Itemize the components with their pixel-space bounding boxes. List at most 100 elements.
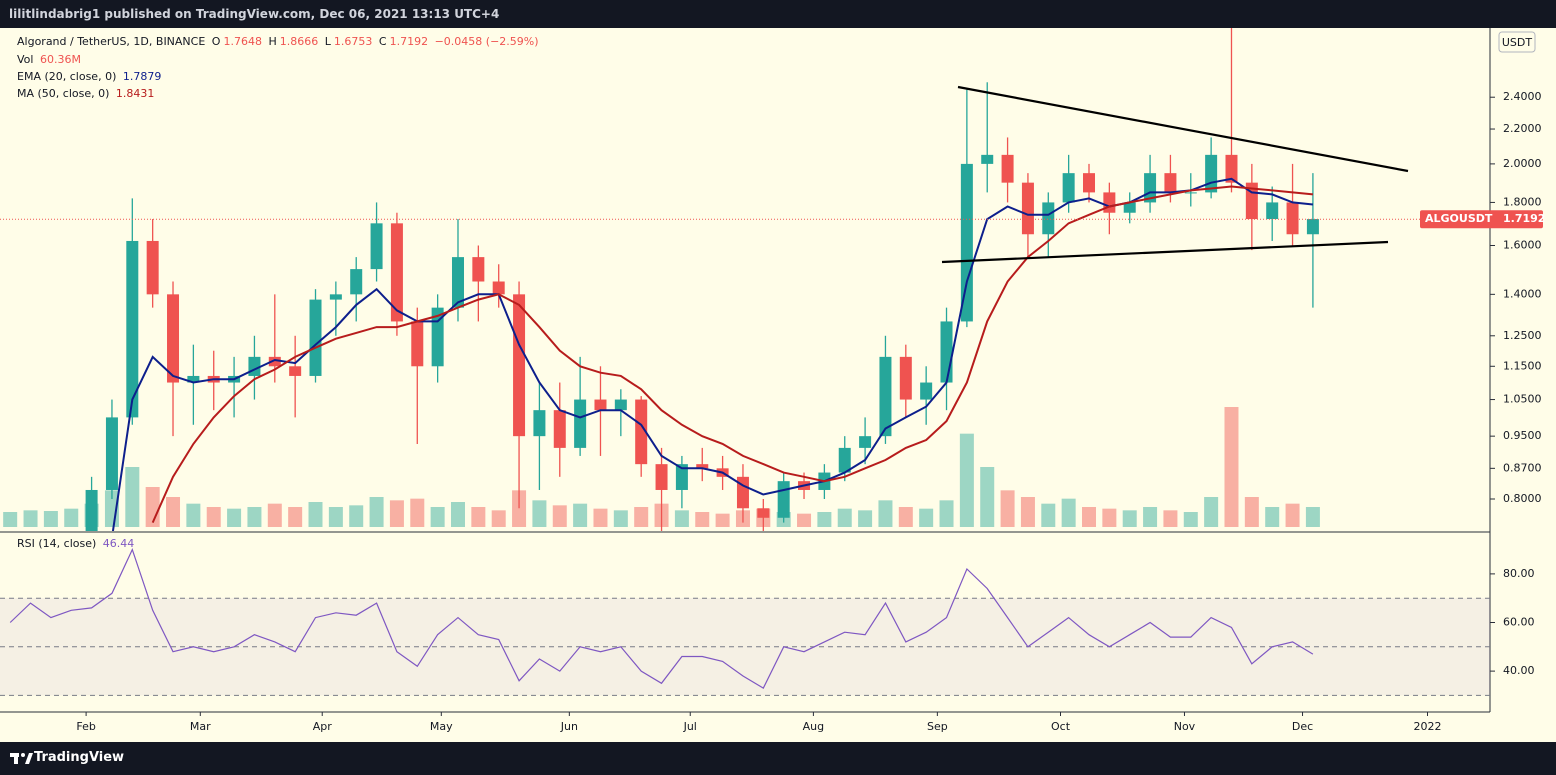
volume-bar: [491, 510, 506, 527]
rsi-line: [9, 547, 1314, 689]
volume-bar: [450, 502, 465, 527]
candle-body: [146, 240, 159, 295]
candle-body: [736, 476, 749, 509]
candle-body: [879, 356, 892, 437]
candle-body: [675, 464, 688, 490]
volume-bar: [23, 510, 38, 527]
volume-bar: [1204, 497, 1219, 527]
y-tick-label: 1.6000: [1503, 239, 1542, 252]
x-tick-label: Apr: [313, 720, 333, 733]
volume-bar: [593, 508, 608, 527]
candle-body: [1062, 173, 1075, 203]
ohlc-label: C: [378, 35, 387, 48]
x-tick-label: Dec: [1292, 720, 1313, 733]
indicator-line: [151, 185, 1313, 524]
candle-body: [309, 299, 322, 376]
volume-legend: Vol 60.36M: [17, 53, 84, 66]
x-tick-label: Feb: [76, 720, 95, 733]
volume-bar: [1183, 512, 1198, 527]
volume-bar: [267, 503, 282, 527]
volume-bar: [3, 512, 18, 527]
candle-body: [1144, 173, 1157, 203]
volume-bar: [471, 507, 486, 527]
candle-body: [1083, 173, 1096, 193]
volume-bar: [288, 507, 303, 527]
volume-bar: [959, 433, 974, 527]
x-tick-label: Jul: [683, 720, 697, 733]
y-tick-label: 2.0000: [1503, 157, 1542, 170]
symbol-legend: Algorand / TetherUS, 1D, BINANCE O 1.7648…: [17, 35, 542, 48]
y-tick-label: 2.4000: [1503, 90, 1542, 103]
volume-bar: [64, 508, 79, 527]
candle-body: [1001, 154, 1014, 183]
volume-bar: [715, 513, 730, 527]
volume-bar: [308, 502, 323, 527]
candle-body: [696, 464, 709, 469]
currency-box[interactable]: [1498, 31, 1536, 53]
x-tick-label: Mar: [190, 720, 211, 733]
candle-body: [777, 481, 790, 518]
volume-bar: [1082, 507, 1097, 527]
volume-bar: [349, 505, 364, 527]
candle-body: [533, 410, 546, 437]
change: −0.0458 (−2.59%): [434, 35, 539, 48]
volume-bar: [1102, 508, 1117, 527]
legend-value: 1.7879: [122, 70, 162, 83]
ohlc-value: 1.7648: [223, 35, 262, 48]
candle-body: [1103, 192, 1116, 213]
candle-body: [513, 294, 526, 437]
candle-body: [472, 257, 485, 282]
volume-bar: [166, 497, 181, 527]
trendline-upper: [957, 85, 1409, 173]
y-tick-label: 1.0500: [1503, 393, 1542, 406]
rsi-pane: [0, 547, 1490, 696]
price-tag: [1420, 210, 1543, 229]
y-tick-label: 0.8700: [1503, 461, 1542, 474]
candle-body: [1184, 192, 1197, 194]
candle-body: [492, 281, 505, 295]
candle-body: [655, 464, 668, 490]
candle-body: [920, 382, 933, 400]
ema-legend: EMA (20, close, 0) 1.7879: [17, 70, 164, 83]
candle-body: [757, 508, 770, 518]
ohlc-label: O: [211, 35, 221, 48]
volume-bar: [1163, 510, 1178, 527]
price-tag-symbol: ALGOUSDT: [1425, 212, 1493, 225]
candle-body: [85, 489, 98, 531]
rsi-band: [0, 598, 1490, 696]
volume-bar: [1244, 497, 1259, 527]
x-tick-label: Nov: [1174, 720, 1196, 733]
volume-bar: [43, 511, 58, 527]
volume-bar: [369, 497, 384, 527]
candle-body: [1042, 202, 1055, 235]
candle-body: [838, 447, 851, 473]
candle-body: [981, 154, 994, 164]
top-bar: lilitlindabrig1 published on TradingView…: [0, 0, 1556, 28]
y-tick-label: 2.2000: [1503, 122, 1542, 135]
volume-bar: [634, 507, 649, 527]
volume-bar: [837, 508, 852, 527]
volume-bar: [389, 500, 404, 527]
currency-label: USDT: [1502, 36, 1533, 49]
volume-bar: [1061, 498, 1076, 527]
price-pane: [0, 28, 1490, 531]
legend-value: 1.8431: [115, 87, 155, 100]
candle-body: [1123, 202, 1136, 213]
candle-body: [167, 294, 180, 383]
y-tick-label: 1.4000: [1503, 287, 1542, 300]
candle-body: [248, 356, 261, 376]
candle-body: [268, 356, 281, 367]
legend-name: RSI (14, close): [17, 537, 97, 550]
volume-bar: [573, 503, 588, 527]
x-tick-label: 2022: [1414, 720, 1442, 733]
candle-body: [105, 417, 118, 490]
candle-body: [187, 375, 200, 383]
candle-body: [940, 321, 953, 383]
candle-body: [1205, 154, 1218, 193]
volume-bar: [898, 507, 913, 527]
volume-bar: [512, 490, 527, 527]
volume-bar: [1122, 510, 1137, 527]
y-tick-label: 60.00: [1503, 616, 1535, 629]
candle-body: [859, 436, 872, 448]
